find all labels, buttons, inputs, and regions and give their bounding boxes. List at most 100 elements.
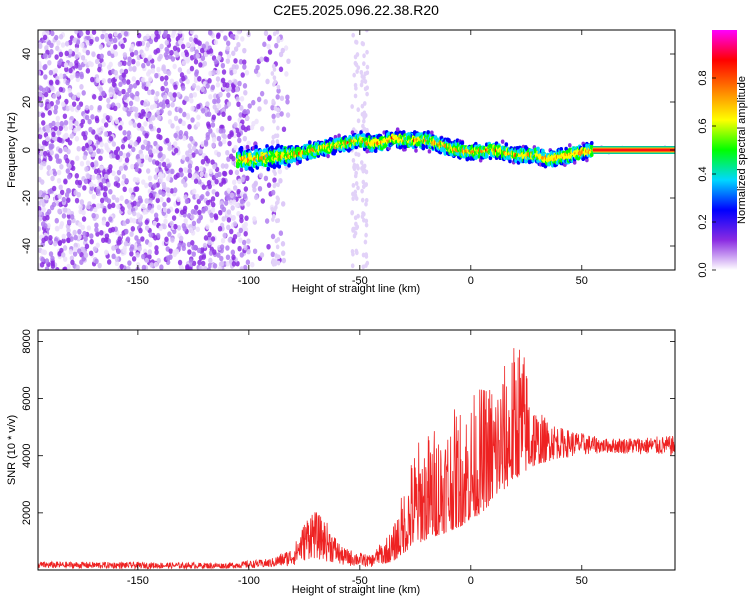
noise-dot [67,139,73,146]
noise-dot [44,86,50,92]
noise-dot [96,148,101,154]
streak-dot [362,53,366,59]
noise-dot [281,126,287,133]
streak-dot [361,217,366,223]
noise-dot [85,39,90,46]
noise-dot [170,123,175,129]
noise-dot [68,119,73,126]
noise-dot [101,219,107,226]
noise-dot [278,66,284,73]
noise-dot [75,72,80,79]
noise-dot [143,35,148,42]
noise-dot [240,72,245,78]
streak-dot [276,38,281,44]
noise-dot [103,173,109,180]
noise-dot [124,228,129,235]
streak-dot [350,263,355,269]
noise-dot [191,251,197,257]
noise-dot [178,107,183,114]
noise-dot [126,202,132,209]
noise-dot [102,191,108,198]
noise-dot [271,113,276,120]
noise-dot [158,171,163,178]
noise-dot [156,204,162,211]
noise-dot [262,41,267,48]
noise-dot [58,184,63,191]
streak-dot [271,258,275,264]
noise-dot [61,238,66,244]
noise-dot [253,68,259,74]
noise-dot [194,165,200,172]
noise-dot [134,95,139,102]
noise-dot [200,107,206,114]
noise-dot [99,197,105,204]
noise-dot [265,78,270,85]
streak-dot [360,188,364,194]
noise-dot [57,240,63,247]
noise-dot [97,66,102,73]
noise-dot [42,64,47,71]
noise-dot [200,141,205,147]
noise-dot [263,175,269,182]
noise-dot [214,191,220,198]
noise-dot [246,201,251,207]
signal-dot [266,166,271,172]
noise-dot [151,115,156,121]
streak-dot [354,196,359,201]
noise-dot [143,139,148,145]
noise-dot [225,245,230,251]
noise-dot [116,169,122,176]
noise-dot [212,249,217,255]
noise-dot [207,262,213,269]
noise-dot [229,69,234,76]
noise-dot [162,68,168,75]
noise-dot [251,99,256,106]
noise-dot [58,201,63,208]
noise-dot [230,249,236,256]
noise-dot [218,209,223,216]
noise-dot [99,229,104,236]
noise-dot [219,204,225,210]
noise-dot [285,99,290,105]
noise-dot [123,31,129,37]
noise-dot [91,94,97,100]
noise-dot [239,252,244,258]
noise-dot [101,78,106,84]
noise-dot [69,74,74,81]
noise-dot [82,47,87,53]
noise-dot [226,209,232,215]
noise-dot [241,239,247,246]
streak-dot [354,40,359,45]
noise-dot [232,233,238,240]
noise-dot [90,114,95,120]
noise-dot [147,241,153,248]
noise-dot [57,250,63,257]
signal-dot [536,146,540,152]
noise-dot [210,84,216,91]
noise-dot [89,233,94,239]
noise-dot [249,124,255,131]
noise-dot [285,94,290,101]
noise-dot [178,130,184,136]
noise-dot [41,160,47,167]
noise-dot [62,73,67,80]
noise-dot [111,141,117,147]
noise-dot [59,120,64,127]
noise-dot [162,223,167,230]
noise-dot [123,165,128,171]
noise-dot [151,148,157,154]
noise-dot [107,77,112,84]
noise-dot [55,225,60,232]
noise-dot [49,49,54,55]
noise-dot [198,195,204,201]
noise-dot [205,190,210,197]
noise-dot [197,76,202,82]
noise-dot [252,248,258,255]
noise-dot [91,151,97,157]
noise-dot [122,247,127,254]
noise-dot [75,155,80,162]
noise-dot [233,144,238,151]
signal-dot [421,143,426,148]
signal-dot [504,142,509,147]
noise-dot [80,54,86,61]
